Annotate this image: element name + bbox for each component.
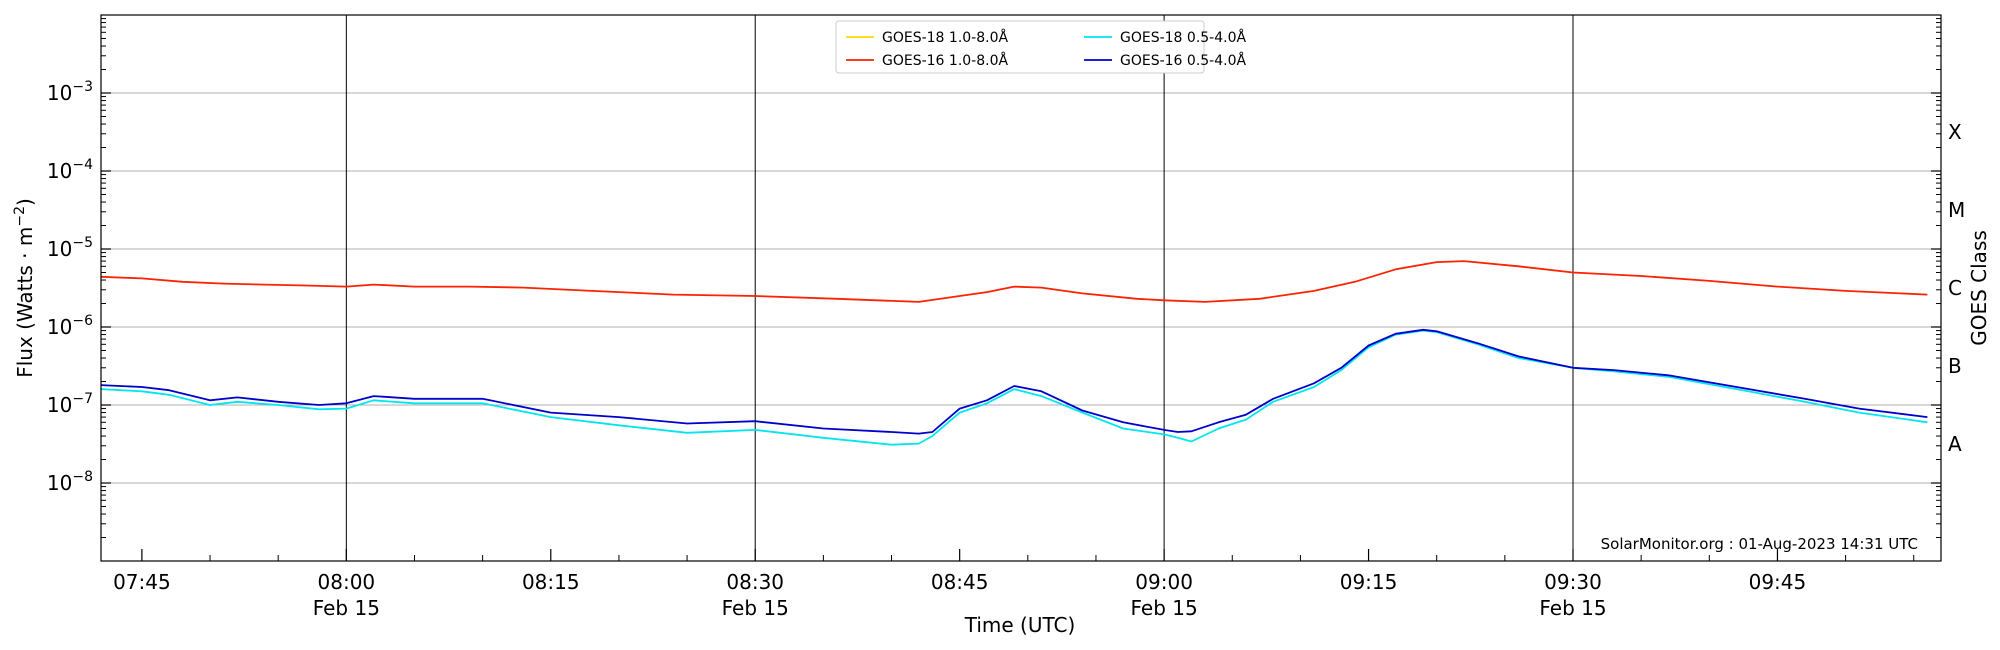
goes-class-label: X [1948,120,1962,144]
y-tick-label: 10−4 [47,157,93,183]
y-tick-exponent: −8 [72,469,93,485]
goes-class-label: M [1948,198,1965,222]
y-tick-base: 10 [47,237,72,261]
y-tick-label: 10−6 [47,313,93,339]
legend-label: GOES-16 1.0-8.0Å [882,52,1008,69]
x-tick-label: 08:45 [931,570,989,594]
x-tick-date-label: Feb 15 [1131,596,1198,620]
x-tick-label: 08:00 [318,570,376,594]
goes-class-label: A [1948,432,1962,456]
y-axis-title: Flux (Watts · m−2) [12,198,37,378]
flux-series [100,260,1928,446]
legend-label: GOES-18 1.0-8.0Å [882,29,1008,46]
plot-frame [100,14,1942,562]
x-tick-date-label: Feb 15 [313,596,380,620]
series-line-2 [100,260,1928,303]
x-tick-label: 09:15 [1340,570,1398,594]
series-line-4 [100,328,1928,435]
y-tick-label: 10−7 [47,391,93,417]
y-tick-exponent: −7 [72,391,93,407]
y-tick-base: 10 [47,159,72,183]
credit-text: SolarMonitor.org : 01-Aug-2023 14:31 UTC [1601,535,1918,553]
y-tick-label: 10−3 [47,79,93,105]
y-axis-title-text: Flux (Watts · m [13,227,37,378]
legend-label: GOES-18 0.5-4.0Å [1120,29,1246,46]
y-tick-base: 10 [47,81,72,105]
y-tick-exponent: −4 [72,157,93,173]
goes-class-label: B [1948,354,1962,378]
x-tick-label: 09:45 [1749,570,1807,594]
x-tick-label: 08:30 [726,570,784,594]
y-tick-label: 10−8 [47,469,93,495]
x-tick-label: 09:00 [1135,570,1193,594]
x-tick-date-label: Feb 15 [1539,596,1606,620]
day-marker-lines [345,15,1574,561]
x-tick-label: 09:30 [1544,570,1602,594]
y-axis-title-close: ) [13,198,37,206]
x-tick-date-label: Feb 15 [722,596,789,620]
x-tick-label: 07:45 [113,570,171,594]
x-axis-title: Time (UTC) [964,613,1076,637]
y-tick-label: 10−5 [47,235,93,261]
y-tick-base: 10 [47,393,72,417]
legend-label: GOES-16 0.5-4.0Å [1120,52,1246,69]
goes-class-label: C [1948,276,1962,300]
y-tick-exponent: −5 [72,235,93,251]
y-tick-base: 10 [47,471,72,495]
x-tick-label: 08:15 [522,570,580,594]
y-tick-base: 10 [47,315,72,339]
right-axis-title: GOES Class [1967,230,1991,346]
grid-lines [101,92,1941,484]
legend: GOES-18 1.0-8.0Å GOES-16 1.0-8.0Å GOES-18 … [835,20,1246,74]
y-tick-exponent: −6 [72,313,93,329]
y-tick-exponent: −3 [72,79,93,95]
y-axis-title-superscript: −2 [12,206,28,227]
series-line-3 [100,329,1928,446]
